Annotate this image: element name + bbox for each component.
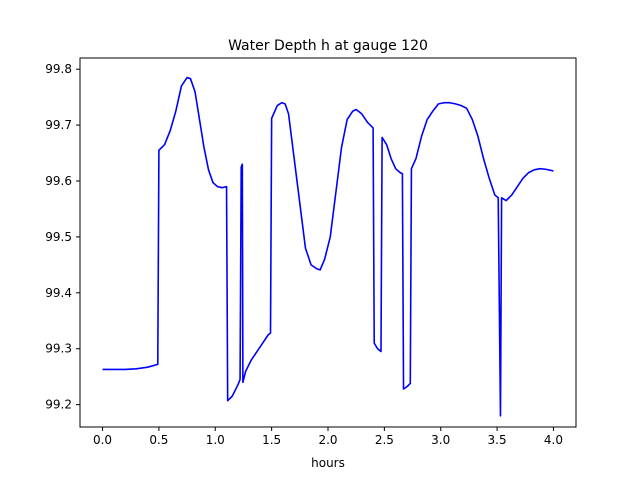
x-tick-label: 0.5 (149, 433, 168, 447)
y-axis-ticks: 99.2 99.3 99.4 99.5 99.6 99.7 99.8 (45, 62, 80, 412)
y-tick-label: 99.6 (45, 174, 72, 188)
x-tick-label: 1.5 (262, 433, 281, 447)
chart-title: Water Depth h at gauge 120 (228, 38, 428, 54)
x-tick-label: 1.0 (206, 433, 225, 447)
y-tick-label: 99.2 (45, 398, 72, 412)
plot-background (80, 58, 576, 427)
x-tick-label: 4.0 (544, 433, 563, 447)
x-tick-label: 0.0 (93, 433, 112, 447)
x-tick-label: 2.0 (318, 433, 337, 447)
x-tick-label: 2.5 (375, 433, 394, 447)
series-layer (102, 76, 554, 417)
y-tick-label: 99.3 (45, 342, 72, 356)
x-axis-label: hours (311, 456, 345, 470)
x-tick-label: 3.0 (431, 433, 450, 447)
x-tick-label: 3.5 (488, 433, 507, 447)
plot-frame (79, 57, 577, 428)
series-line (102, 76, 554, 417)
y-tick-label: 99.8 (45, 62, 72, 76)
y-tick-label: 99.4 (45, 286, 72, 300)
x-axis-ticks: 0.0 0.5 1.0 1.5 2.0 2.5 3.0 3.5 4.0 (93, 427, 563, 447)
y-tick-label: 99.7 (45, 118, 72, 132)
y-tick-label: 99.5 (45, 230, 72, 244)
